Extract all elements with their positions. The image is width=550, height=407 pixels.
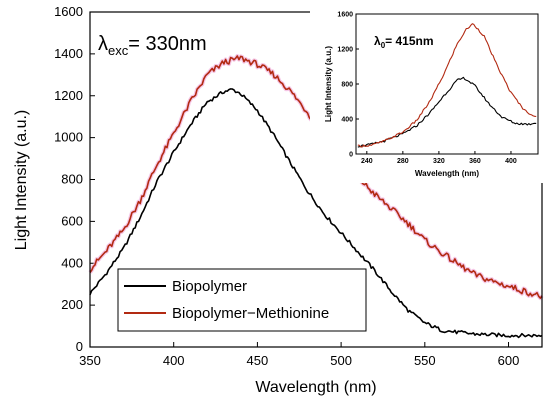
series-line-1 [357, 23, 537, 148]
y-tick-label: 200 [61, 297, 83, 312]
y-tick-label: 600 [61, 213, 83, 228]
y-tick-label: 1600 [337, 12, 353, 19]
x-tick-label: 400 [505, 158, 517, 165]
inset-series-group [357, 23, 537, 148]
legend-label-biopolymer-methionine: Biopolymer−Methionine [172, 305, 329, 322]
x-axis-title: Wavelength (nm) [255, 379, 376, 396]
excitation-symbol: λ [98, 33, 108, 55]
x-tick-label: 550 [414, 353, 436, 368]
y-tick-label: 800 [341, 82, 353, 89]
inset-y-axis-title: Light Intensity (a.u.) [324, 46, 333, 122]
y-tick-label: 1200 [337, 47, 353, 54]
legend: Biopolymer Biopolymer−Methionine [117, 268, 367, 332]
inset-ticks: 240 280 320 360 400 0 400 800 1200 1600 [337, 12, 516, 166]
y-tick-label: 0 [349, 152, 353, 159]
series-line-0 [89, 88, 543, 339]
y-tick-label: 1400 [54, 46, 83, 61]
y-tick-label: 1000 [54, 130, 83, 145]
x-tick-label: 350 [79, 353, 101, 368]
inset-x-axis-title: Wavelength (nm) [415, 169, 479, 178]
inset-annotation-symbol: λ [374, 34, 381, 48]
x-tick-label: 450 [247, 353, 269, 368]
x-tick-label: 400 [163, 353, 185, 368]
inset-annotation-value: = 415nm [385, 34, 433, 48]
y-tick-label: 1600 [54, 4, 83, 19]
y-tick-label: 800 [61, 172, 83, 187]
x-tick-label: 320 [433, 158, 445, 165]
inset-plot-frame [355, 13, 539, 155]
x-tick-label: 240 [361, 158, 373, 165]
y-tick-label: 1200 [54, 88, 83, 103]
x-tick-label: 500 [330, 353, 352, 368]
excitation-subscript: exc [108, 43, 129, 58]
y-tick-label: 0 [76, 339, 83, 354]
x-tick-label: 280 [397, 158, 409, 165]
legend-box [117, 268, 367, 332]
excitation-annotation: λexc= 330nm [98, 33, 207, 58]
y-axis-title: Light Intensity (a.u.) [13, 110, 30, 251]
inset-annotation: λ0= 415nm [374, 34, 434, 50]
excitation-value: = 330nm [128, 33, 206, 55]
x-tick-label: 360 [469, 158, 481, 165]
y-tick-label: 400 [341, 117, 353, 124]
main-ticks: 350 400 450 500 550 600 0 200 400 600 800 1000 1200 1… [54, 4, 519, 368]
y-tick-label: 400 [61, 255, 83, 270]
x-tick-label: 600 [498, 353, 520, 368]
legend-label-biopolymer: Biopolymer [172, 278, 247, 295]
inset-annotation-subscript: 0 [381, 41, 386, 50]
main-plot: 350 400 450 500 550 600 0 200 400 600 800 1000 1200 1… [13, 4, 544, 396]
